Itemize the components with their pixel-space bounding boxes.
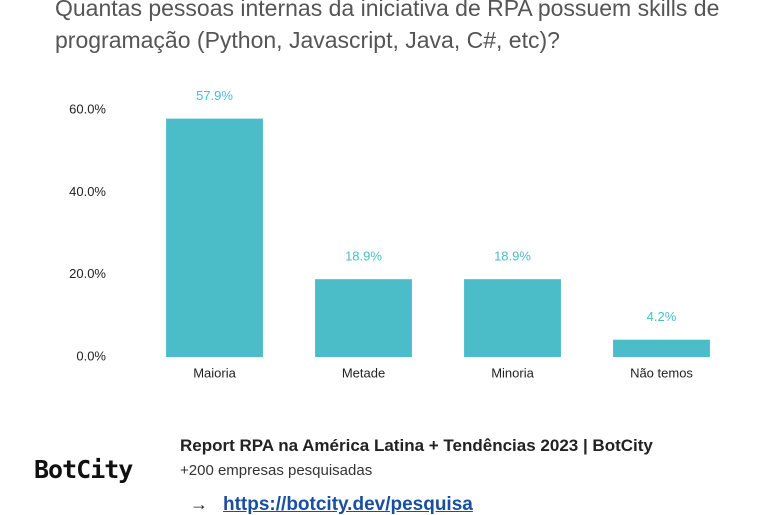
- link[interactable]: https://botcity.dev/pesquisa: [223, 494, 473, 515]
- value-label: 18.9%: [494, 249, 531, 264]
- chart: 0.0% 20.0% 40.0% 60.0% Maioria 57.9% Metade 18.…: [69, 88, 710, 380]
- chart-title: Quantas pessoas internas da iniciativa d…: [55, 0, 720, 53]
- arrow: →: [190, 494, 208, 514]
- value-label: 4.2%: [647, 309, 677, 324]
- footer-title: Report RPA na América Latina + Tendência…: [180, 436, 653, 455]
- y-tick-label: 60.0%: [69, 101, 106, 116]
- value-label: 57.9%: [196, 88, 233, 103]
- x-tick-label: Não temos: [630, 365, 693, 380]
- bar: [315, 279, 412, 357]
- bar: [166, 118, 263, 358]
- x-tick-label: Minoria: [491, 365, 534, 380]
- logo: BotCity: [34, 455, 133, 484]
- x-tick-label: Maioria: [193, 365, 236, 380]
- y-tick-label: 20.0%: [69, 266, 106, 281]
- y-tick-label: 40.0%: [69, 184, 106, 199]
- value-label: 18.9%: [345, 249, 382, 264]
- bar: [613, 339, 710, 357]
- y-tick-label: 0.0%: [76, 348, 106, 363]
- x-tick-label: Metade: [342, 365, 385, 380]
- bar: [464, 279, 561, 357]
- footer-subtitle: +200 empresas pesquisadas: [180, 462, 373, 479]
